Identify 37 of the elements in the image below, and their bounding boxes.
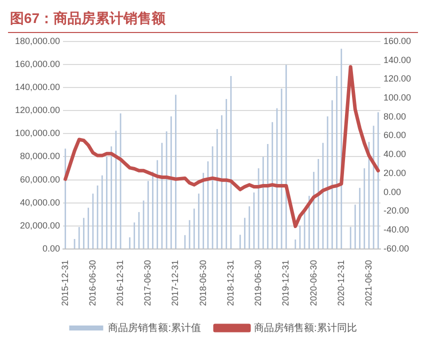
y2-tick-label: -40.00 <box>383 224 410 235</box>
y2-tick-label: -20.00 <box>383 206 410 216</box>
y2-tick-label: 140.00 <box>383 54 412 65</box>
y2-tick-label: 40.00 <box>383 149 406 160</box>
x-tick-label: 2019-06-30 <box>253 260 264 306</box>
y2-tick-label: 120.00 <box>383 74 412 84</box>
x-tick-label: 2017-12-31 <box>170 260 180 306</box>
x-tick-label: 2020-06-30 <box>308 260 318 306</box>
x-tick-label: 2016-06-30 <box>87 260 98 306</box>
x-tick-label: 2019-12-31 <box>280 260 291 306</box>
y2-tick-label: 100.00 <box>383 92 412 102</box>
y-tick-label: 40,000.00 <box>20 197 60 208</box>
x-tick-label: 2020-12-31 <box>336 260 346 306</box>
x-tick-label: 2021-06-30 <box>363 260 374 306</box>
y-tick-label: 120,000.00 <box>14 105 60 116</box>
x-tick-label: 2018-12-31 <box>225 260 236 306</box>
y2-tick-label: -60.00 <box>383 243 410 254</box>
x-tick-label: 2017-06-30 <box>142 260 153 306</box>
y-tick-label: 100,000.00 <box>14 128 60 138</box>
y-tick-label: 0.00 <box>42 243 60 254</box>
x-tick-label: 2015-12-31 <box>60 260 70 306</box>
y-tick-label: 160,000.00 <box>14 58 60 69</box>
chart-title: 图67：商品房累计销售额 <box>8 8 418 33</box>
legend-label: 商品房销售额:累计值 <box>108 322 202 334</box>
y-tick-label: 80,000.00 <box>20 151 60 162</box>
y-tick-label: 180,000.00 <box>14 36 60 46</box>
x-tick-label: 2016-12-31 <box>115 260 126 306</box>
y2-tick-label: 0.00 <box>383 186 402 197</box>
y2-tick-label: 160.00 <box>383 36 412 46</box>
y2-tick-label: 60.00 <box>383 130 406 140</box>
y2-tick-label: 80.00 <box>383 111 406 122</box>
x-tick-label: 2018-06-30 <box>198 260 208 306</box>
legend-label: 商品房销售额:累计同比 <box>254 322 357 334</box>
y-tick-label: 20,000.00 <box>20 220 60 230</box>
y-tick-label: 140,000.00 <box>14 82 60 92</box>
y-tick-label: 60,000.00 <box>20 174 60 184</box>
y2-tick-label: 20.00 <box>383 168 406 178</box>
